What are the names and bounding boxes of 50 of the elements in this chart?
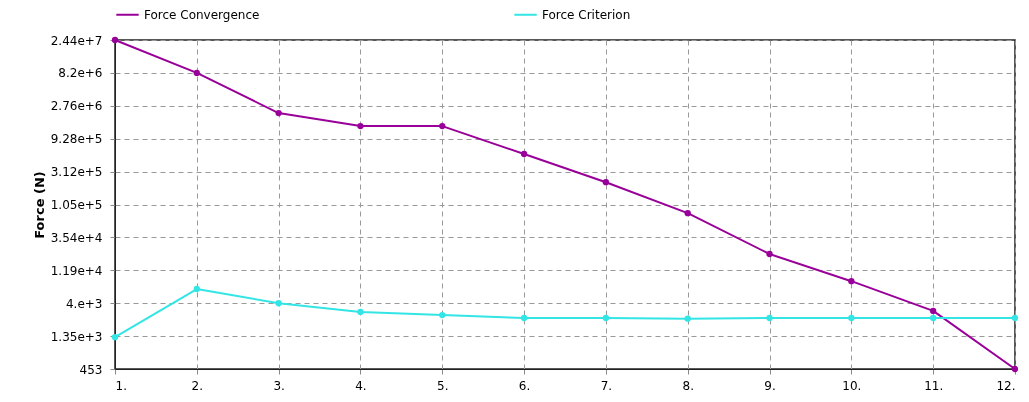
point bbox=[275, 109, 282, 117]
point bbox=[520, 314, 528, 322]
point bbox=[357, 122, 364, 130]
y-tick-label: 1.19e+4 bbox=[50, 263, 103, 278]
point bbox=[1011, 365, 1019, 373]
x-tick-label: 5. bbox=[437, 378, 449, 393]
y-tick-label: 1.05e+5 bbox=[50, 198, 103, 213]
point bbox=[439, 122, 446, 130]
point bbox=[193, 285, 200, 293]
x-tick-label: 9. bbox=[764, 378, 776, 393]
y-tick-label: 8.2e+6 bbox=[58, 66, 103, 81]
x-tick-label: 12. bbox=[996, 378, 1016, 393]
x-tick-label: 7. bbox=[600, 378, 613, 393]
x-tick-label: 11. bbox=[924, 378, 944, 393]
point bbox=[684, 315, 691, 322]
x-tick-label: 10. bbox=[842, 378, 862, 393]
legend-label: Force Criterion bbox=[542, 7, 631, 22]
x-tick-label: 3. bbox=[273, 378, 285, 393]
point bbox=[1011, 314, 1019, 322]
point bbox=[684, 209, 691, 217]
point bbox=[520, 150, 528, 158]
point bbox=[930, 307, 937, 315]
point bbox=[357, 308, 364, 316]
point bbox=[766, 314, 773, 322]
x-tick-label: 2. bbox=[191, 378, 204, 393]
point bbox=[930, 314, 937, 322]
x-tick-label: 6. bbox=[518, 378, 531, 393]
y-axis-title: Force (N) bbox=[31, 171, 47, 239]
x-tick-label: 8. bbox=[682, 378, 694, 393]
legend-label: Force Convergence bbox=[144, 7, 260, 22]
point bbox=[848, 278, 855, 285]
y-tick-label: 2.76e+6 bbox=[50, 99, 103, 114]
point bbox=[602, 179, 610, 186]
y-tick-label: 9.28e+5 bbox=[50, 132, 103, 147]
point bbox=[439, 311, 446, 319]
x-tick-label: 4. bbox=[355, 378, 367, 393]
y-tick-label: 1.35e+3 bbox=[50, 329, 103, 344]
y-tick-label: 2.44e+7 bbox=[50, 33, 103, 48]
point bbox=[111, 334, 119, 341]
y-tick-label: 453 bbox=[79, 362, 103, 377]
point bbox=[111, 36, 119, 44]
y-tick-label: 3.12e+5 bbox=[50, 165, 103, 180]
point bbox=[275, 300, 282, 307]
point bbox=[193, 69, 200, 77]
x-tick-label: 1. bbox=[115, 378, 127, 393]
y-tick-label: 4.e+3 bbox=[65, 296, 103, 311]
point bbox=[602, 314, 610, 322]
y-tick-label: 3.54e+4 bbox=[50, 230, 103, 245]
point bbox=[848, 314, 855, 322]
point bbox=[766, 250, 773, 258]
